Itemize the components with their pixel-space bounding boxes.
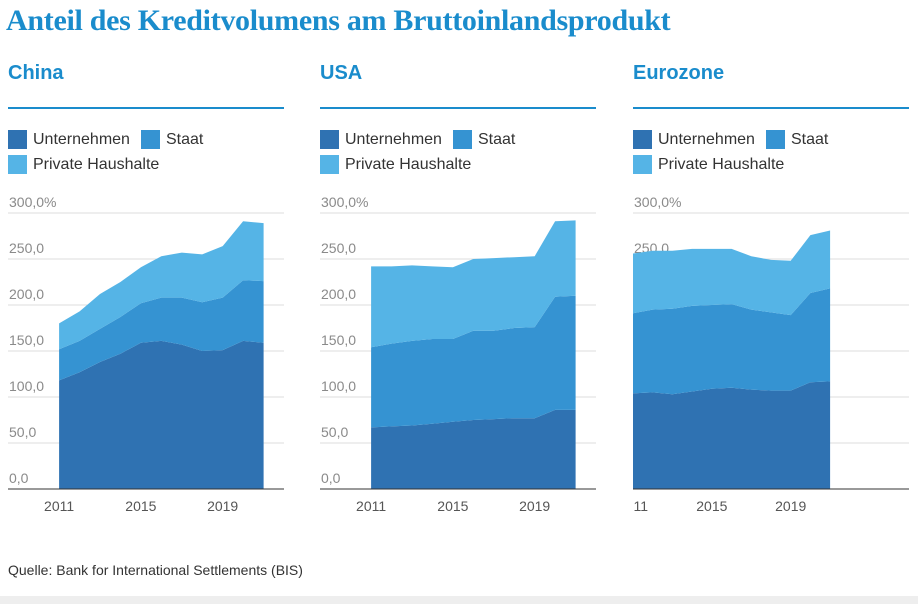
area-chart-usa: 0,0 50,0 100,0 150,0 200,0 250,0 300,0% 2011 201… bbox=[320, 194, 596, 514]
legend-swatch-staat bbox=[766, 130, 785, 149]
legend-label: Unternehmen bbox=[658, 130, 755, 148]
area-series-staat bbox=[633, 288, 831, 395]
legend-item-private-haushalte: Private Haushalte bbox=[320, 155, 471, 174]
y-tick-label: 0,0 bbox=[9, 470, 29, 486]
legend-item-unternehmen: Unternehmen bbox=[320, 130, 442, 149]
panel-title: USA bbox=[320, 62, 363, 84]
legend-label: Staat bbox=[791, 130, 829, 148]
area-series-staat bbox=[371, 295, 576, 428]
title-rule bbox=[633, 107, 909, 109]
x-tick-label: 2011 bbox=[44, 498, 74, 514]
y-tick-label: 250,0 bbox=[321, 240, 356, 256]
legend-item-staat: Staat bbox=[453, 130, 515, 149]
y-tick-label: 100,0 bbox=[9, 378, 44, 394]
legend-label: Private Haushalte bbox=[345, 155, 472, 173]
chart-title: Anteil des Kreditvolumens am Bruttoinlan… bbox=[6, 4, 671, 37]
area-series-private-haushalte bbox=[633, 230, 831, 316]
y-tick-label: 200,0 bbox=[9, 286, 44, 302]
y-tick-label: 150,0 bbox=[321, 332, 356, 348]
legend-swatch-unternehmen bbox=[633, 130, 652, 149]
y-tick-label: 100,0 bbox=[321, 378, 356, 394]
bottom-bar bbox=[0, 596, 918, 604]
y-tick-label: 50,0 bbox=[9, 424, 36, 440]
legend-swatch-staat bbox=[141, 130, 160, 149]
legend-swatch-unternehmen bbox=[320, 130, 339, 149]
title-rule bbox=[320, 107, 596, 109]
x-tick-label: 2011 bbox=[633, 498, 648, 514]
x-tick-label: 2015 bbox=[437, 498, 468, 514]
area-series-staat bbox=[59, 280, 264, 381]
legend-label: Private Haushalte bbox=[658, 155, 785, 173]
area-series-unternehmen bbox=[59, 340, 264, 489]
legend-label: Private Haushalte bbox=[33, 155, 160, 173]
x-tick-label: 2015 bbox=[696, 498, 727, 514]
area-series-private-haushalte bbox=[59, 221, 264, 350]
x-tick-label: 2011 bbox=[356, 498, 386, 514]
legend-swatch-staat bbox=[453, 130, 472, 149]
legend-swatch-unternehmen bbox=[8, 130, 27, 149]
panel-china: China Unternehmen Staat Private Haushalt… bbox=[8, 60, 288, 520]
panel-title: China bbox=[8, 62, 64, 84]
legend-swatch-private-haushalte bbox=[8, 155, 27, 174]
y-tick-label: 300,0% bbox=[321, 194, 368, 210]
legend-item-private-haushalte: Private Haushalte bbox=[8, 155, 159, 174]
area-series-unternehmen bbox=[371, 409, 576, 489]
source-note: Quelle: Bank for International Settlemen… bbox=[8, 562, 303, 578]
x-tick-label: 2019 bbox=[775, 498, 806, 514]
legend-item-private-haushalte: Private Haushalte bbox=[633, 155, 784, 174]
title-rule bbox=[8, 107, 284, 109]
area-series-unternehmen bbox=[633, 381, 831, 489]
y-tick-label: 50,0 bbox=[321, 424, 348, 440]
legend-item-unternehmen: Unternehmen bbox=[633, 130, 755, 149]
legend-item-staat: Staat bbox=[141, 130, 203, 149]
y-tick-label: 200,0 bbox=[321, 286, 356, 302]
legend-swatch-private-haushalte bbox=[633, 155, 652, 174]
area-chart-eurozone: 0,050,0100,0150,0200,0250,0300,0%2011201… bbox=[633, 194, 909, 514]
area-chart-china: 0,0 50,0 100,0 150,0 200,0 250,0 300,0% 2011 201… bbox=[8, 194, 284, 514]
area-series-private-haushalte bbox=[371, 220, 576, 348]
x-tick-label: 2019 bbox=[207, 498, 238, 514]
x-tick-label: 2015 bbox=[125, 498, 156, 514]
legend-label: Staat bbox=[478, 130, 516, 148]
legend-label: Staat bbox=[166, 130, 204, 148]
panel-eurozone: Eurozone Unternehmen Staat Private Haush… bbox=[633, 60, 913, 520]
y-tick-label: 0,0 bbox=[321, 470, 341, 486]
legend-swatch-private-haushalte bbox=[320, 155, 339, 174]
legend-item-unternehmen: Unternehmen bbox=[8, 130, 130, 149]
x-tick-label: 2019 bbox=[519, 498, 550, 514]
legend-label: Unternehmen bbox=[33, 130, 130, 148]
y-tick-label: 300,0% bbox=[9, 194, 56, 210]
legend-item-staat: Staat bbox=[766, 130, 828, 149]
panel-usa: USA Unternehmen Staat Private Haushalte … bbox=[320, 60, 600, 520]
y-tick-label: 300,0% bbox=[634, 194, 681, 210]
y-tick-label: 250,0 bbox=[9, 240, 44, 256]
panel-title: Eurozone bbox=[633, 62, 725, 84]
legend-label: Unternehmen bbox=[345, 130, 442, 148]
y-tick-label: 150,0 bbox=[9, 332, 44, 348]
